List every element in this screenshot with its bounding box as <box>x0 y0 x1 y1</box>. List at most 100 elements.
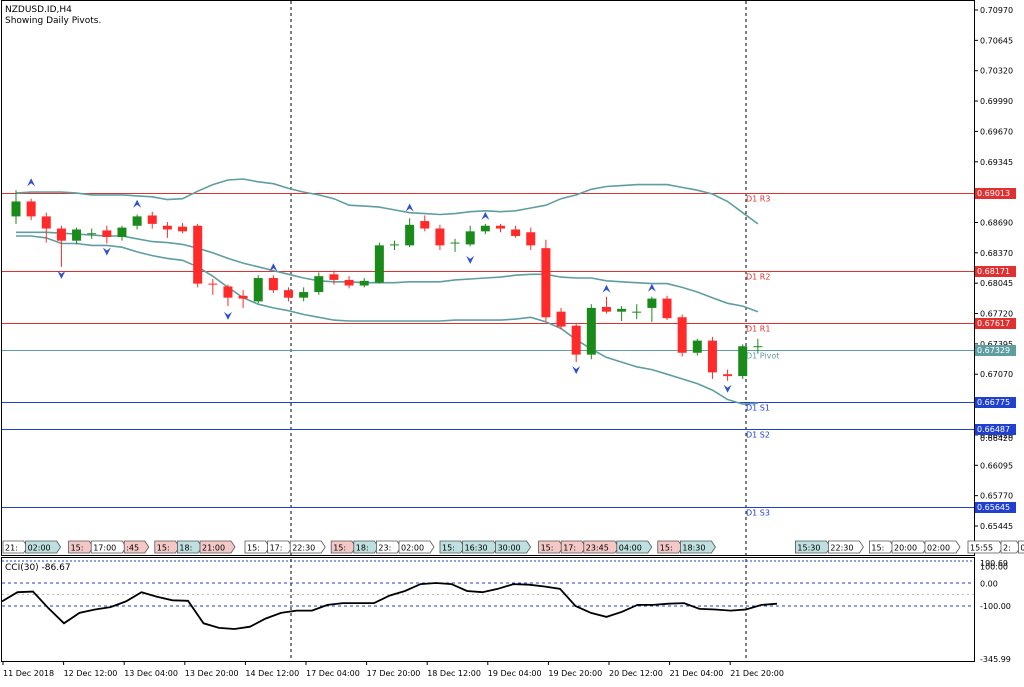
fractal-down-arrow-icon <box>723 384 732 393</box>
price-tick-label: 0.67720 <box>980 310 1013 319</box>
candle-body <box>193 225 203 284</box>
pivot-lines: D1 R3 D1 R2 D1 R1 D1 Pivot D1 S1 D1 S2 D1 S3 <box>2 193 974 518</box>
candle <box>223 284 233 307</box>
candle <box>284 287 294 302</box>
candle-body <box>117 227 127 237</box>
candle-body <box>102 230 112 237</box>
vertical-dashed-separators <box>290 1 747 661</box>
cci-tick-label: 190.69 <box>980 559 1008 568</box>
session-marker-label: 15: <box>71 544 84 553</box>
candle <box>677 314 687 357</box>
symbol-title: NZDUSD.ID,H4 <box>5 5 72 15</box>
upper-band <box>15 178 759 225</box>
candle <box>511 225 521 238</box>
candle <box>238 290 248 308</box>
pivot-price-box: 0.69013 <box>975 188 1016 199</box>
price-tick-label: 0.68370 <box>980 249 1013 258</box>
pivot-label: D1 S3 <box>746 509 770 518</box>
candle-body <box>314 276 324 293</box>
session-time-markers: 21: 02:00 15: 17:00:45 15: 18: 21:00 15: 17: 22:3… <box>2 540 1024 554</box>
time-tick-label: 17 Dec 20:00 <box>367 669 421 678</box>
candle <box>738 344 748 379</box>
price-tick-label: 0.68045 <box>980 279 1013 288</box>
session-marker <box>924 540 961 554</box>
session-marker <box>616 540 653 554</box>
cci-tick-label: -100.00 <box>980 602 1011 611</box>
cci-panel-frame <box>1 557 975 662</box>
candle-body <box>299 292 309 298</box>
session-marker-label: 18: <box>356 544 369 553</box>
candle-body <box>526 232 536 246</box>
candle-body <box>738 346 748 377</box>
session-marker-label: 17: <box>270 544 283 553</box>
pivots-subtitle: Showing Daily Pivots. <box>5 16 101 26</box>
candle-body <box>374 245 384 283</box>
time-tick-label: 19 Dec 20:00 <box>548 669 602 678</box>
candle-body <box>238 295 248 299</box>
time-tick-label: 21 Dec 20:00 <box>730 669 784 678</box>
session-marker-label: 15:55 <box>970 544 993 553</box>
candle <box>753 338 763 354</box>
candle-body <box>11 201 21 217</box>
session-marker-label: 23: <box>378 544 391 553</box>
fractal-up-arrow-icon <box>405 203 414 212</box>
candle <box>268 275 278 293</box>
session-marker-label: 02:00 <box>401 544 424 553</box>
session-marker-label: 17:00 <box>93 544 116 553</box>
pivot-price-box: 0.67329 <box>975 345 1016 356</box>
candle-body <box>480 225 490 232</box>
candle-body <box>692 340 702 353</box>
session-marker-label: 15:30 <box>797 544 820 553</box>
candle <box>178 222 188 234</box>
candle-body <box>723 374 733 377</box>
candle-body <box>132 216 142 226</box>
pivot-label: D1 R2 <box>746 273 770 282</box>
session-marker <box>289 540 326 554</box>
session-marker-label: 04:00 <box>619 544 642 553</box>
candle <box>314 272 324 295</box>
candle <box>586 304 596 360</box>
time-tick-label: 18 Dec 12:00 <box>427 669 481 678</box>
candle-body <box>87 233 97 235</box>
candle <box>526 227 536 251</box>
time-axis: 11 Dec 2018 12 Dec 12:00 13 Dec 04:00 13 De… <box>2 661 784 678</box>
session-marker-label: :45 <box>126 544 139 553</box>
price-tick-label: 0.69345 <box>980 158 1013 167</box>
time-tick-label: 19 Dec 04:00 <box>488 669 542 678</box>
session-marker-label: 15: <box>157 544 170 553</box>
candle-body <box>344 279 354 286</box>
cci-tick-label: 0.00 <box>980 580 998 589</box>
price-tick-label: 0.69670 <box>980 127 1013 136</box>
candle-body <box>647 298 657 308</box>
session-marker <box>828 540 864 554</box>
candlesticks <box>11 190 763 381</box>
session-marker-label: 16:30 <box>465 544 488 553</box>
candle-body <box>707 340 717 373</box>
candle <box>571 322 581 363</box>
candle-body <box>541 248 551 318</box>
candle <box>450 238 460 252</box>
session-marker <box>495 540 532 554</box>
candle-body <box>677 317 687 353</box>
price-tick-label: 0.66420 <box>980 431 1013 440</box>
candle <box>344 276 354 289</box>
candle <box>480 223 490 235</box>
pivot-label: D1 R1 <box>746 325 770 334</box>
candle-body <box>662 298 672 319</box>
price-axis: 0.70970 0.70645 0.70320 0.69990 0.69670 0.693… <box>974 6 1013 531</box>
candle-body <box>586 307 596 355</box>
candle-body <box>178 226 188 232</box>
fractal-up-arrow-icon <box>269 263 278 272</box>
fractal-up-arrow-icon <box>133 199 142 208</box>
candle-body <box>511 229 521 237</box>
session-marker <box>123 540 150 554</box>
fractal-down-arrow-icon <box>466 255 475 264</box>
candle <box>208 278 218 295</box>
candle-body <box>390 244 399 246</box>
candle <box>723 369 733 381</box>
price-tick-label: 0.70970 <box>980 6 1013 15</box>
session-marker-label: 15: <box>247 544 260 553</box>
candle-body <box>450 242 460 244</box>
